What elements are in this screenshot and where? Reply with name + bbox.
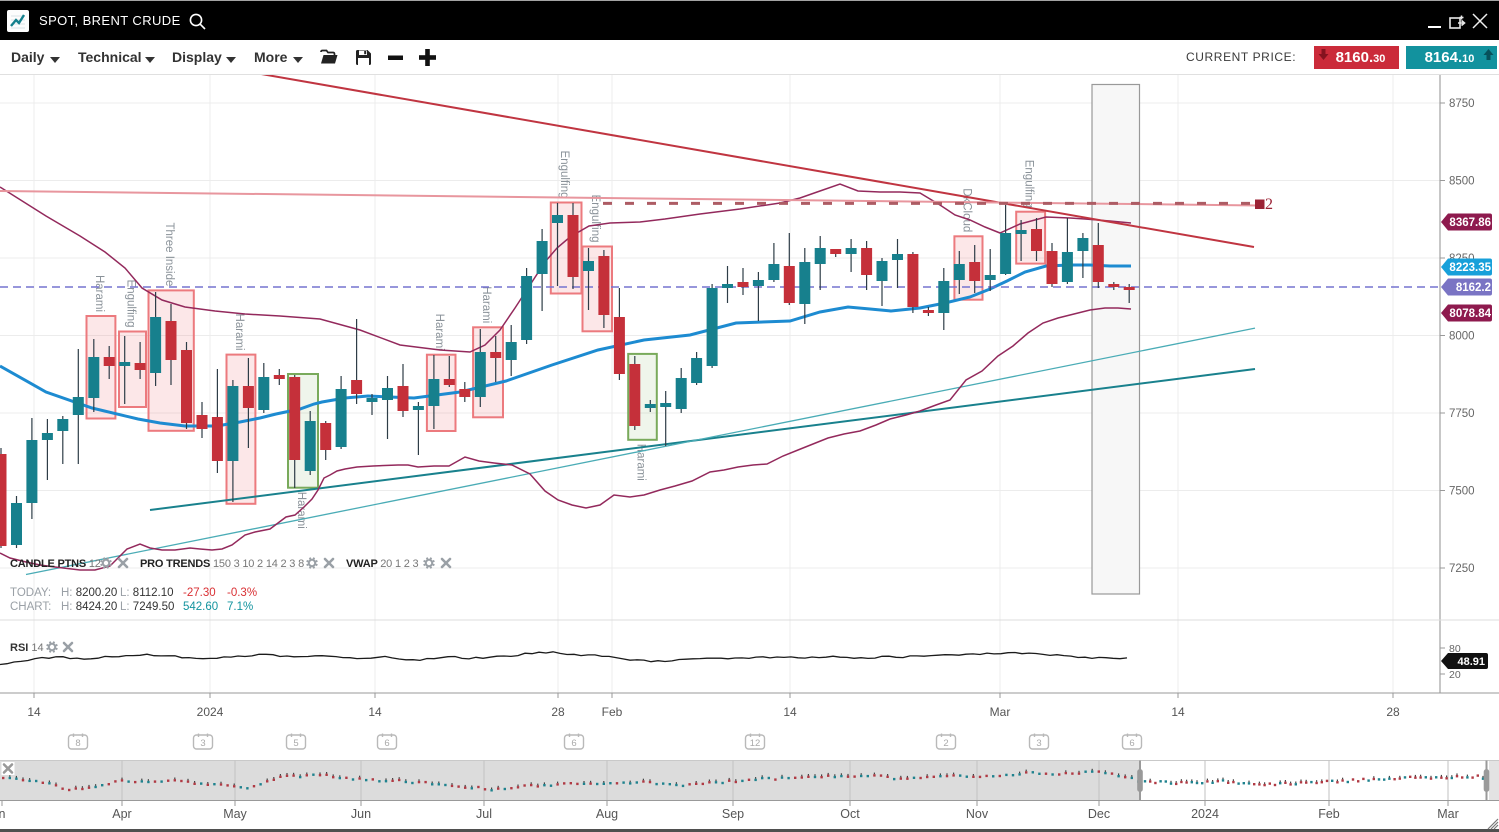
svg-text:3: 3: [200, 738, 205, 749]
svg-text:Aug: Aug: [596, 807, 618, 821]
svg-text:L: 8112.10: L: 8112.10: [120, 587, 174, 599]
svg-text:Harami: Harami: [433, 314, 445, 351]
svg-text:May: May: [223, 807, 247, 821]
svg-text:Jun: Jun: [351, 807, 371, 821]
svg-text:CHART:: CHART:: [10, 601, 51, 613]
svg-text:Apr: Apr: [112, 807, 131, 821]
svg-text:Oct: Oct: [840, 807, 860, 821]
svg-text:14: 14: [368, 705, 382, 719]
svg-text:VWAP 20 1 2 3: VWAP 20 1 2 3: [346, 558, 419, 570]
svg-text:Harami: Harami: [233, 314, 245, 351]
svg-text:28: 28: [1386, 705, 1400, 719]
svg-text:7500: 7500: [1449, 486, 1475, 498]
svg-text:8078.84: 8078.84: [1449, 308, 1491, 320]
svg-text:8367.86: 8367.86: [1449, 217, 1491, 229]
svg-text:Nov: Nov: [966, 807, 989, 821]
svg-text:Jul: Jul: [476, 807, 492, 821]
svg-text:12: 12: [750, 738, 761, 749]
svg-text:Harami: Harami: [635, 444, 647, 481]
svg-text:2024: 2024: [197, 705, 224, 719]
svg-text:L: 7249.50: L: 7249.50: [120, 601, 174, 613]
svg-text:Engulfing: Engulfing: [558, 151, 570, 199]
svg-text:Harami: Harami: [93, 275, 105, 312]
svg-text:542.60: 542.60: [183, 601, 218, 613]
svg-text:8: 8: [75, 738, 80, 749]
svg-text:Feb: Feb: [602, 705, 623, 719]
svg-text:n: n: [0, 807, 6, 821]
svg-text:20: 20: [1449, 669, 1461, 681]
svg-text:3: 3: [1036, 738, 1041, 749]
svg-text:PRO TRENDS 150 3 10 2 14 2 3 8: PRO TRENDS 150 3 10 2 14 2 3 8: [140, 558, 304, 570]
svg-text:H: 8424.20: H: 8424.20: [61, 601, 117, 613]
svg-text:Dec: Dec: [1088, 807, 1110, 821]
svg-text:7250: 7250: [1449, 563, 1475, 575]
svg-text:5: 5: [293, 738, 298, 749]
svg-text:8162.2: 8162.2: [1456, 282, 1491, 294]
svg-text:Sep: Sep: [722, 807, 744, 821]
svg-text:Engulfing: Engulfing: [1023, 160, 1035, 208]
svg-text:-0.3%: -0.3%: [227, 587, 257, 599]
svg-text:Three Inside: Three Inside: [163, 222, 175, 286]
svg-text:6: 6: [571, 738, 576, 749]
svg-text:8750: 8750: [1449, 98, 1475, 110]
svg-text:8223.35: 8223.35: [1449, 262, 1491, 274]
svg-text:DkCloud: DkCloud: [961, 188, 973, 232]
svg-text:CANDLE PTNS 12: CANDLE PTNS 12: [10, 558, 101, 570]
svg-text:RSI 14: RSI 14: [10, 642, 44, 654]
svg-text:Mar: Mar: [990, 705, 1011, 719]
svg-text:Harami: Harami: [480, 286, 492, 323]
svg-text:Engulfing: Engulfing: [589, 195, 601, 243]
svg-text:2024: 2024: [1191, 807, 1219, 821]
svg-text:48.91: 48.91: [1457, 656, 1485, 668]
svg-text:8000: 8000: [1449, 331, 1475, 343]
svg-text:-27.30: -27.30: [183, 587, 216, 599]
svg-text:14: 14: [1171, 705, 1185, 719]
svg-text:6: 6: [1129, 738, 1134, 749]
svg-text:2: 2: [943, 738, 948, 749]
svg-text:14: 14: [783, 705, 797, 719]
svg-text:7750: 7750: [1449, 408, 1475, 420]
svg-text:80: 80: [1449, 643, 1461, 655]
svg-text:2: 2: [1265, 196, 1273, 213]
svg-text:14: 14: [27, 705, 41, 719]
svg-text:28: 28: [551, 705, 565, 719]
svg-text:8500: 8500: [1449, 176, 1475, 188]
svg-text:Engulfing: Engulfing: [125, 280, 137, 328]
svg-text:Feb: Feb: [1318, 807, 1340, 821]
svg-text:Mar: Mar: [1437, 807, 1459, 821]
svg-text:TODAY:: TODAY:: [10, 587, 51, 599]
svg-text:6: 6: [384, 738, 389, 749]
svg-text:H: 8200.20: H: 8200.20: [61, 587, 117, 599]
svg-text:7.1%: 7.1%: [227, 601, 253, 613]
